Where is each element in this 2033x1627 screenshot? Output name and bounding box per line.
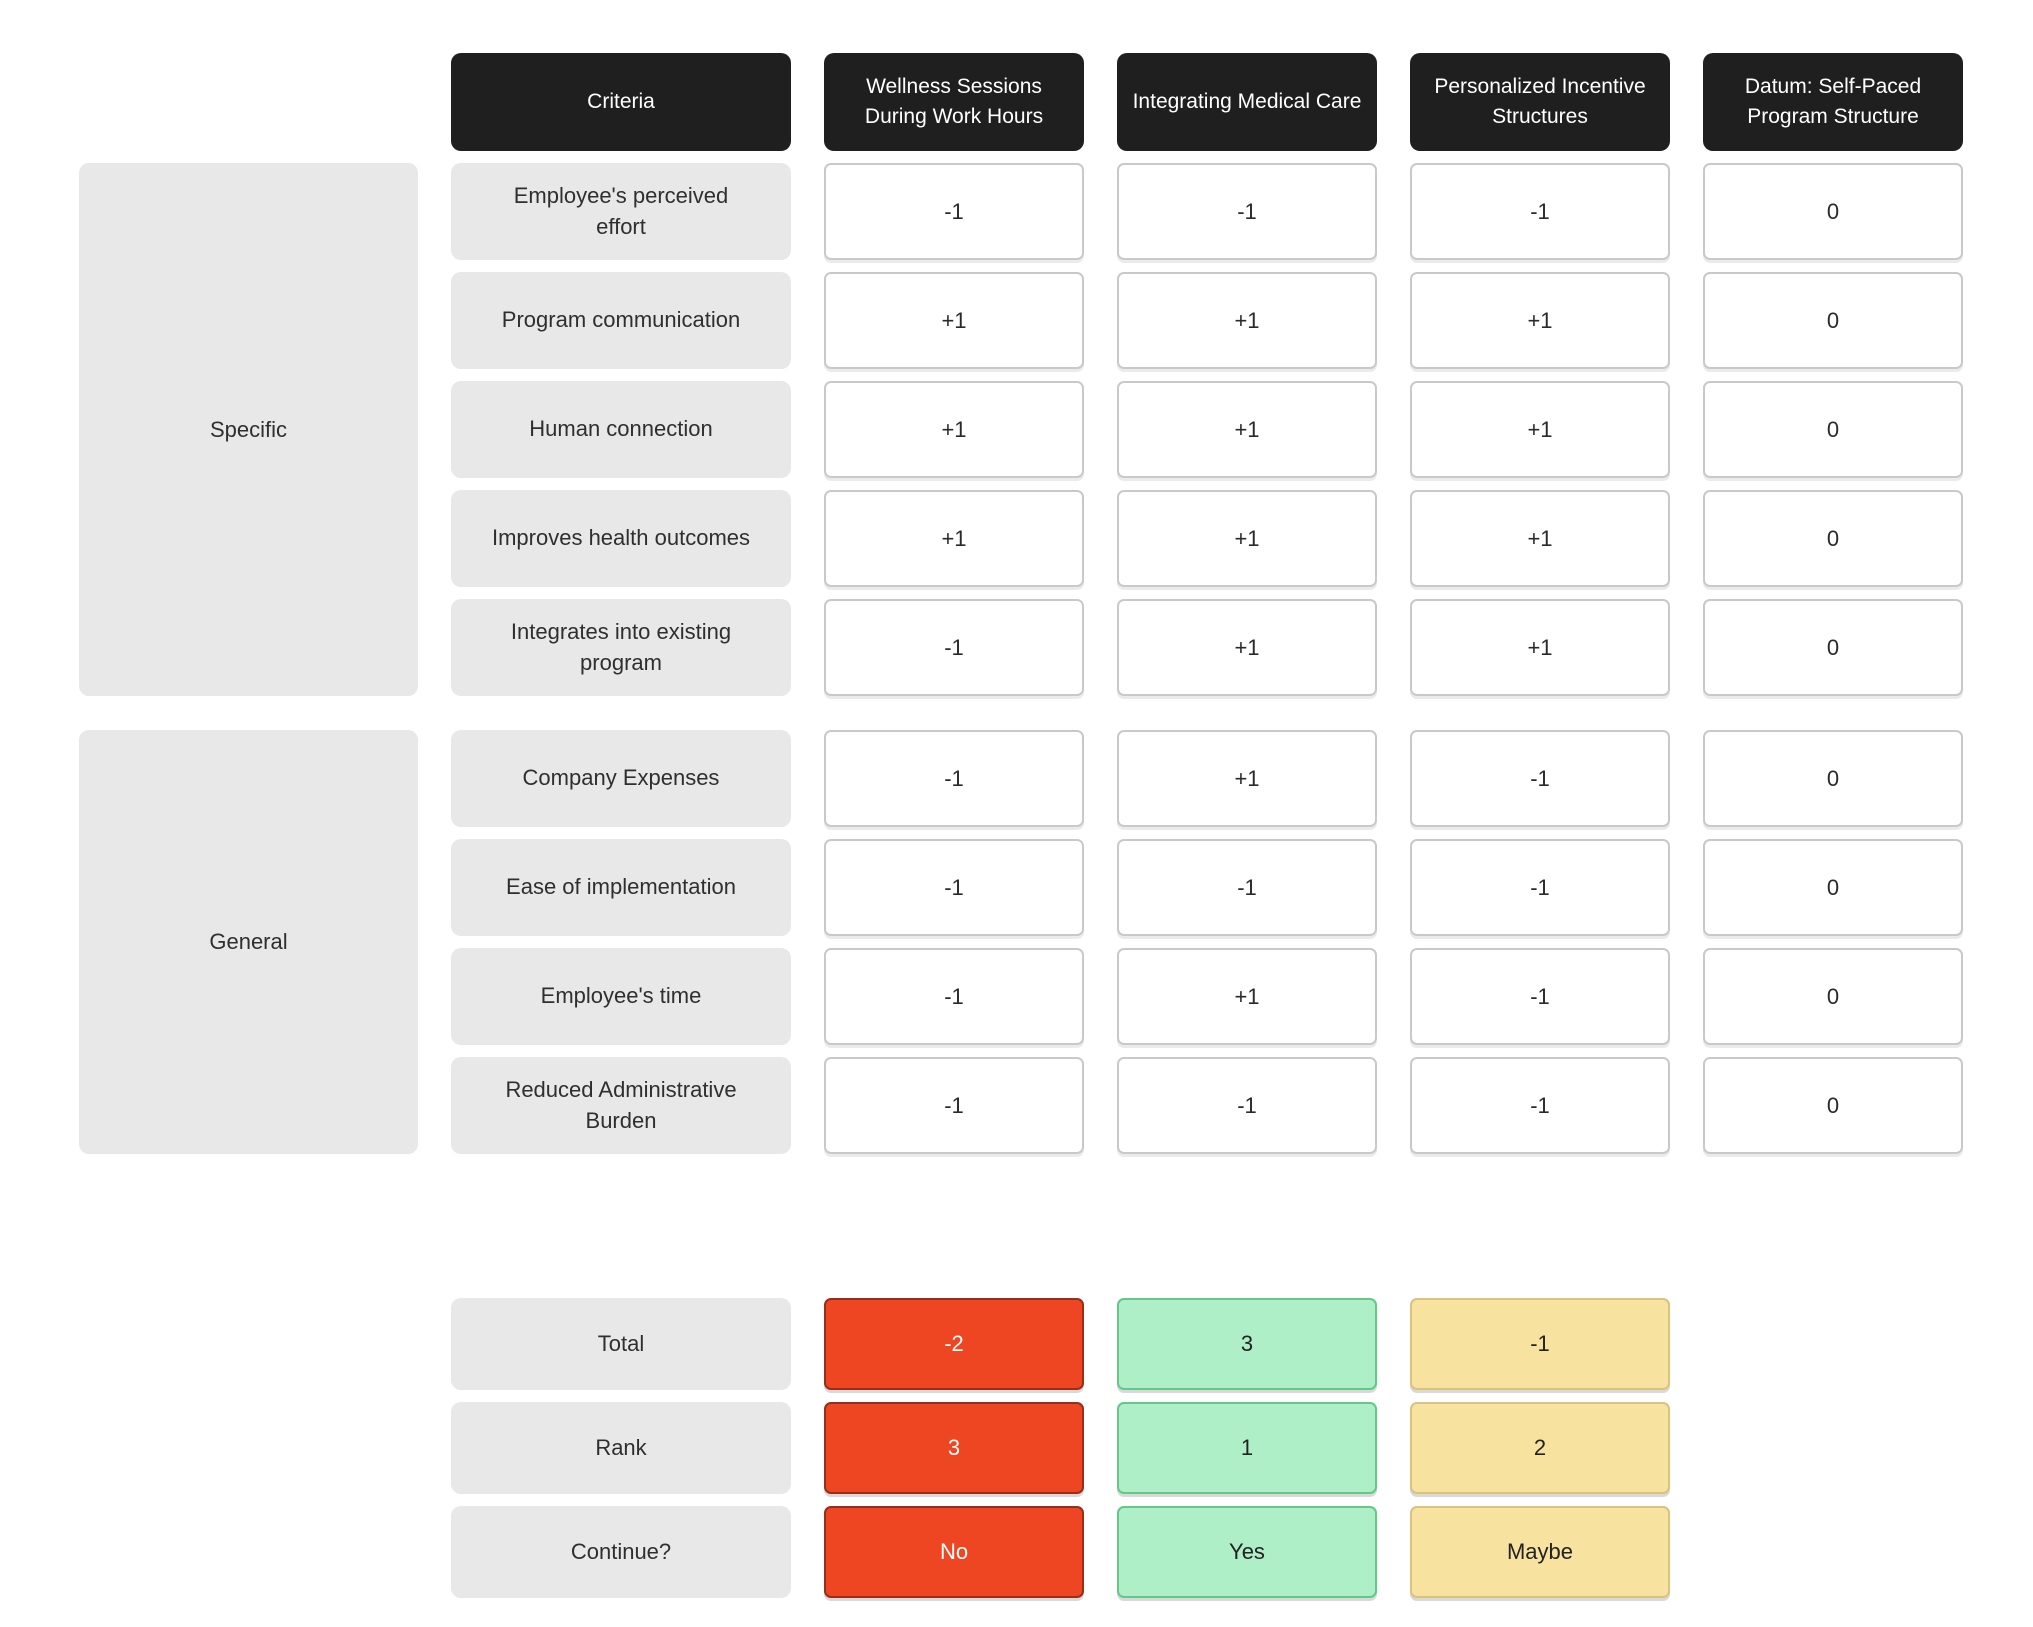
score-cell[interactable]: +1 (1410, 599, 1670, 696)
summary-cell-total[interactable]: -1 (1410, 1298, 1670, 1390)
option-header-integrating-medical-care: Integrating Medical Care (1117, 53, 1377, 151)
summary-cell-continue[interactable]: Maybe (1410, 1506, 1670, 1598)
score-cell[interactable]: +1 (1410, 272, 1670, 369)
score-cell[interactable]: -1 (824, 948, 1084, 1045)
decision-matrix: Criteria Wellness Sessions During Work H… (79, 53, 1963, 1598)
score-cell[interactable]: -1 (1410, 839, 1670, 936)
summary-label-rank: Rank (451, 1402, 791, 1494)
summary-cell-continue[interactable]: Yes (1117, 1506, 1377, 1598)
score-cell[interactable]: 0 (1703, 381, 1963, 478)
score-cell[interactable]: -1 (1410, 163, 1670, 260)
score-cell[interactable]: +1 (1117, 730, 1377, 827)
criterion-label: Program communication (451, 272, 791, 369)
score-cell[interactable]: +1 (1117, 599, 1377, 696)
score-cell[interactable]: -1 (1117, 163, 1377, 260)
criterion-label: Reduced Administrative Burden (451, 1057, 791, 1154)
score-cell[interactable]: -1 (824, 1057, 1084, 1154)
criterion-label: Ease of implementation (451, 839, 791, 936)
summary-cell-rank[interactable]: 1 (1117, 1402, 1377, 1494)
score-cell[interactable]: -1 (824, 839, 1084, 936)
score-cell[interactable]: 0 (1703, 730, 1963, 827)
score-cell[interactable]: -1 (1410, 730, 1670, 827)
score-cell[interactable]: -1 (824, 163, 1084, 260)
score-cell[interactable]: 0 (1703, 948, 1963, 1045)
option-header-datum: Datum: Self-Paced Program Structure (1703, 53, 1963, 151)
summary-cell-continue[interactable]: No (824, 1506, 1084, 1598)
summary-label-total: Total (451, 1298, 791, 1390)
score-cell[interactable]: 0 (1703, 163, 1963, 260)
score-cell[interactable]: +1 (1410, 490, 1670, 587)
score-cell[interactable]: 0 (1703, 599, 1963, 696)
score-cell[interactable]: 0 (1703, 490, 1963, 587)
score-cell[interactable]: -1 (1410, 1057, 1670, 1154)
criterion-label: Integrates into existing program (451, 599, 791, 696)
criterion-label: Employee's perceived effort (451, 163, 791, 260)
score-cell[interactable]: -1 (1117, 839, 1377, 936)
summary-cell-total[interactable]: -2 (824, 1298, 1084, 1390)
score-cell[interactable]: 0 (1703, 839, 1963, 936)
score-cell[interactable]: +1 (1117, 490, 1377, 587)
score-cell[interactable]: +1 (1410, 381, 1670, 478)
score-cell[interactable]: +1 (1117, 272, 1377, 369)
option-header-wellness-sessions: Wellness Sessions During Work Hours (824, 53, 1084, 151)
summary-cell-rank[interactable]: 3 (824, 1402, 1084, 1494)
score-cell[interactable]: +1 (824, 490, 1084, 587)
summary-cell-total[interactable]: 3 (1117, 1298, 1377, 1390)
option-header-personalized-incentives: Personalized Incentive Structures (1410, 53, 1670, 151)
score-cell[interactable]: -1 (824, 730, 1084, 827)
criterion-label: Employee's time (451, 948, 791, 1045)
criterion-label: Human connection (451, 381, 791, 478)
group-label-general: General (79, 730, 418, 1154)
summary-label-continue: Continue? (451, 1506, 791, 1598)
score-cell[interactable]: 0 (1703, 1057, 1963, 1154)
criteria-header: Criteria (451, 53, 791, 151)
score-cell[interactable]: -1 (1410, 948, 1670, 1045)
criterion-label: Improves health outcomes (451, 490, 791, 587)
group-label-specific: Specific (79, 163, 418, 696)
score-cell[interactable]: +1 (1117, 948, 1377, 1045)
score-cell[interactable]: -1 (824, 599, 1084, 696)
summary-cell-rank[interactable]: 2 (1410, 1402, 1670, 1494)
score-cell[interactable]: +1 (824, 272, 1084, 369)
score-cell[interactable]: +1 (1117, 381, 1377, 478)
score-cell[interactable]: 0 (1703, 272, 1963, 369)
score-cell[interactable]: +1 (824, 381, 1084, 478)
score-cell[interactable]: -1 (1117, 1057, 1377, 1154)
criterion-label: Company Expenses (451, 730, 791, 827)
